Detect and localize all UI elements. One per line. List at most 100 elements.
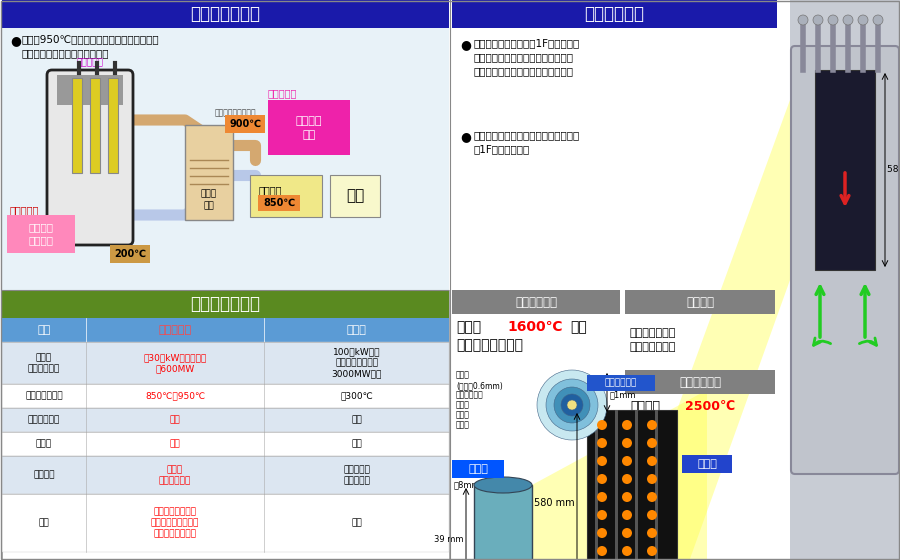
Text: 580 mm: 580 mm <box>887 166 900 175</box>
Circle shape <box>647 510 657 520</box>
Bar <box>587 410 677 560</box>
Circle shape <box>554 387 590 423</box>
Circle shape <box>873 15 883 25</box>
Text: 下也: 下也 <box>570 320 587 334</box>
Text: 氦气: 氦气 <box>169 416 180 424</box>
Circle shape <box>597 474 607 484</box>
Bar <box>452 290 620 314</box>
Text: 850℃～950℃: 850℃～950℃ <box>145 391 205 400</box>
Circle shape <box>597 510 607 520</box>
Text: 金属包覆管
（锆合金）: 金属包覆管 （锆合金） <box>343 465 370 485</box>
Text: 可提供950℃的高温热量，可实现诸如制氢、
发电和海水淡化等广泛的热利用: 可提供950℃的高温热量，可实现诸如制氢、 发电和海水淡化等广泛的热利用 <box>22 34 159 58</box>
Circle shape <box>597 438 607 448</box>
Text: 石墨: 石墨 <box>169 440 180 449</box>
Text: 电输出
（热量输出）: 电输出 （热量输出） <box>28 353 60 373</box>
Text: 减速剂: 减速剂 <box>36 440 52 449</box>
Text: 850℃: 850℃ <box>263 198 295 208</box>
Bar <box>330 175 380 217</box>
Bar <box>625 370 775 394</box>
Bar <box>474 485 532 560</box>
Circle shape <box>647 546 657 556</box>
Text: 石墨结构材料: 石墨结构材料 <box>679 376 721 389</box>
Bar <box>452 460 504 478</box>
Text: 2500℃: 2500℃ <box>685 400 735 413</box>
Bar <box>682 455 732 473</box>
Text: 反应堆冷却剂: 反应堆冷却剂 <box>28 416 60 424</box>
Polygon shape <box>677 100 790 560</box>
Circle shape <box>597 420 607 430</box>
Bar <box>2 0 449 28</box>
Circle shape <box>561 394 583 416</box>
Text: 发电: 发电 <box>346 189 365 203</box>
Bar <box>2 384 449 408</box>
Text: 高温下也很稳定
（无温度限制）: 高温下也很稳定 （无温度限制） <box>630 328 677 352</box>
Bar <box>625 290 775 314</box>
Bar <box>587 375 655 391</box>
Circle shape <box>647 456 657 466</box>
Bar <box>790 0 900 560</box>
FancyBboxPatch shape <box>47 70 133 245</box>
Circle shape <box>622 528 632 538</box>
Circle shape <box>597 546 607 556</box>
Circle shape <box>597 528 607 538</box>
Bar <box>2 456 449 494</box>
Bar <box>635 410 638 560</box>
Bar <box>655 410 658 560</box>
Text: 即使在: 即使在 <box>456 320 482 334</box>
Text: 轻水: 轻水 <box>351 416 362 424</box>
Bar <box>2 290 449 560</box>
Bar <box>2 0 449 290</box>
Bar <box>815 70 875 270</box>
Text: 金属材料：耐热金属: 金属材料：耐热金属 <box>215 108 256 117</box>
Bar <box>110 245 150 263</box>
Bar <box>72 78 82 173</box>
Circle shape <box>843 15 853 25</box>
Text: 用途: 用途 <box>39 519 50 528</box>
Circle shape <box>622 510 632 520</box>
Text: 高温气冷堆: 高温气冷堆 <box>158 325 192 335</box>
Bar <box>2 290 449 318</box>
Text: 出色的安全性: 出色的安全性 <box>584 5 644 23</box>
Text: 地区供暖
海水淡化: 地区供暖 海水淡化 <box>29 222 53 246</box>
Bar <box>7 215 75 253</box>
Text: 中间换
热器: 中间换 热器 <box>201 190 217 211</box>
Circle shape <box>828 15 838 25</box>
Circle shape <box>622 456 632 466</box>
Text: 燃料芯
(直径约0.6mm): 燃料芯 (直径约0.6mm) <box>456 370 503 390</box>
Circle shape <box>622 420 632 430</box>
Text: 陶瓷包覆燃料: 陶瓷包覆燃料 <box>515 296 557 309</box>
Circle shape <box>647 438 657 448</box>
Circle shape <box>798 15 808 25</box>
Circle shape <box>622 492 632 502</box>
Text: 低密度: 低密度 <box>456 410 470 419</box>
Text: 从原理上来看，高温气冷堆不可能发生
与1F相同的事故。: 从原理上来看，高温气冷堆不可能发生 与1F相同的事故。 <box>474 130 580 154</box>
Text: 通过福岛第一核电站（1F）事故强烈
认识到了轻水堆的风险（堆芯熔毁、
氢气爆炸、释放大量放射性物质）。: 通过福岛第一核电站（1F）事故强烈 认识到了轻水堆的风险（堆芯熔毁、 氢气爆炸、… <box>474 38 580 76</box>
Bar <box>2 342 449 384</box>
Text: 碳化硅: 碳化硅 <box>456 400 470 409</box>
Text: 氦冷却剂: 氦冷却剂 <box>686 296 714 309</box>
Text: 轻水: 轻水 <box>351 440 362 449</box>
Text: 耐热温度: 耐热温度 <box>630 400 660 413</box>
Bar <box>90 78 100 173</box>
Text: 厚8mm: 厚8mm <box>454 480 481 489</box>
Bar <box>452 0 777 28</box>
Bar <box>2 318 449 342</box>
Circle shape <box>622 438 632 448</box>
Text: 项目: 项目 <box>38 325 50 335</box>
Text: 100万kW以上
（以大型为主流）
3000MW以上: 100万kW以上 （以大型为主流） 3000MW以上 <box>331 347 382 379</box>
Text: 热利用（制氢、高
温蒸汽、海水淡化、
地区供暖）、发电: 热利用（制氢、高 温蒸汽、海水淡化、 地区供暖）、发电 <box>151 507 199 539</box>
Text: 热解碳: 热解碳 <box>456 420 470 429</box>
Bar <box>2 432 449 456</box>
Circle shape <box>597 456 607 466</box>
Bar <box>452 290 777 560</box>
Bar <box>452 0 777 290</box>
Circle shape <box>537 370 607 440</box>
Circle shape <box>647 474 657 484</box>
Text: 包覆燃料颗粒: 包覆燃料颗粒 <box>605 379 637 388</box>
Text: 与轻水堆的区别: 与轻水堆的区别 <box>191 295 260 313</box>
Text: 能封存放射性物质: 能封存放射性物质 <box>456 338 523 352</box>
Text: ●: ● <box>460 38 471 51</box>
Text: 燃料体: 燃料体 <box>698 459 717 469</box>
Circle shape <box>647 420 657 430</box>
Bar <box>108 78 118 173</box>
